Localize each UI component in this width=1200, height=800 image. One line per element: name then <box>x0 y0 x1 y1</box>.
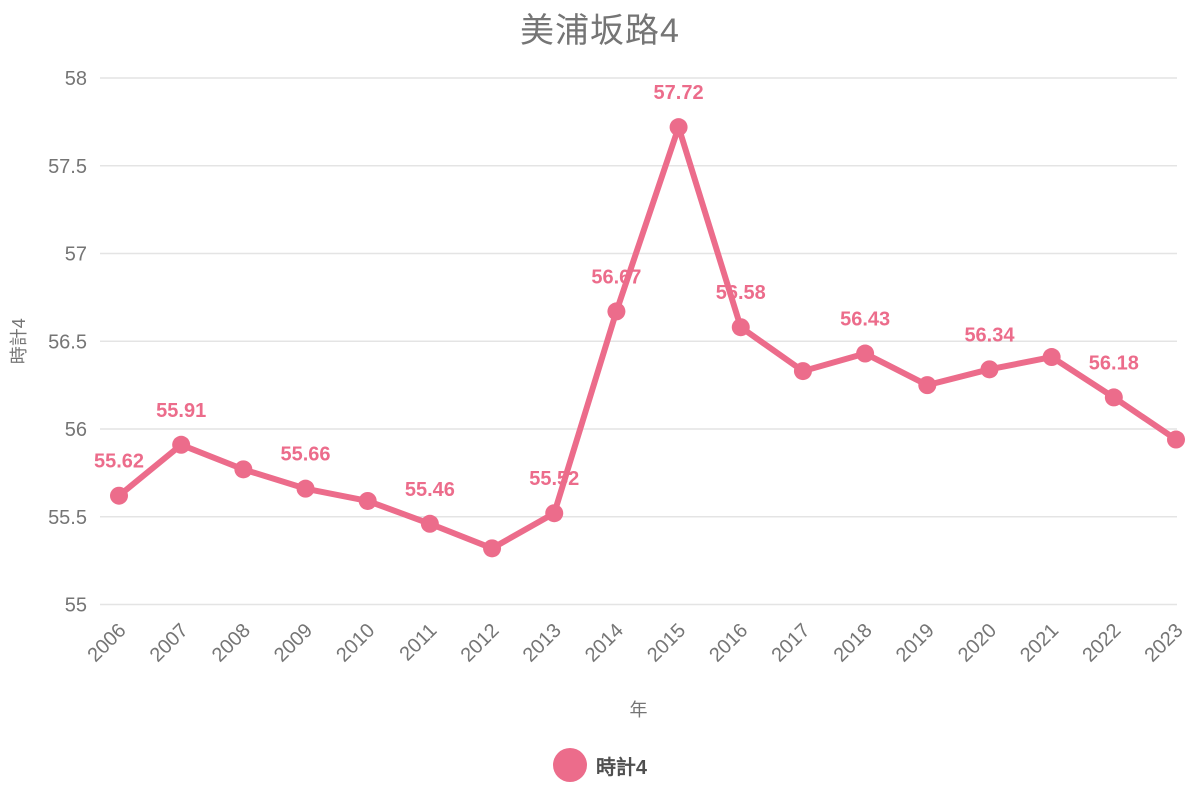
x-tick-label: 2010 <box>332 619 379 666</box>
data-point-2013[interactable] <box>545 504 564 523</box>
data-point-2009[interactable] <box>296 479 315 498</box>
legend-marker-circle <box>552 748 587 782</box>
legend-item[interactable]: 時計4 <box>0 748 1200 782</box>
y-tick-label: 55.5 <box>48 507 87 529</box>
data-point-2023[interactable] <box>1167 430 1185 449</box>
chart-title: 美浦坂路4 <box>520 12 680 50</box>
data-point-2014[interactable] <box>607 302 626 321</box>
y-tick-label: 56 <box>65 419 87 441</box>
x-tick-label: 2016 <box>705 619 752 666</box>
data-label-2011: 55.46 <box>405 479 455 501</box>
y-tick-label: 57 <box>65 244 87 266</box>
x-tick-label: 2009 <box>270 619 317 666</box>
x-tick-label: 2023 <box>1141 619 1188 666</box>
x-tick-label: 2020 <box>954 619 1001 666</box>
data-label-2015: 57.72 <box>654 82 704 104</box>
legend-label: 時計4 <box>595 756 648 779</box>
x-tick-label: 2022 <box>1078 619 1125 666</box>
y-axis-title: 時計4 <box>9 318 29 364</box>
data-label-2006: 55.62 <box>94 451 144 473</box>
data-label-2018: 56.43 <box>840 309 890 331</box>
x-tick-label: 2015 <box>643 619 690 666</box>
x-axis-title: 年 <box>630 700 648 720</box>
x-tick-label: 2012 <box>457 619 504 666</box>
data-point-2010[interactable] <box>358 491 377 510</box>
x-tick-label: 2013 <box>519 619 566 666</box>
x-tick-label: 2021 <box>1016 619 1063 666</box>
data-point-2022[interactable] <box>1104 388 1123 407</box>
data-point-2011[interactable] <box>420 514 439 533</box>
data-point-2016[interactable] <box>731 318 750 337</box>
data-label-2016: 56.58 <box>716 282 766 304</box>
x-tick-label: 2006 <box>84 619 131 666</box>
data-point-2007[interactable] <box>172 435 191 454</box>
data-label-2014: 56.67 <box>591 266 641 288</box>
data-label-2007: 55.91 <box>156 400 206 422</box>
data-point-2008[interactable] <box>234 460 253 479</box>
data-point-2015[interactable] <box>669 118 688 137</box>
y-tick-label: 57.5 <box>48 156 87 178</box>
data-point-2017[interactable] <box>793 362 812 381</box>
data-label-2013: 55.52 <box>529 468 579 490</box>
data-point-2006[interactable] <box>110 486 128 505</box>
x-tick-label: 2007 <box>146 619 193 666</box>
data-point-2019[interactable] <box>918 376 937 395</box>
x-tick-label: 2018 <box>830 619 877 666</box>
x-tick-label: 2017 <box>767 619 814 666</box>
y-tick-label: 58 <box>65 68 87 90</box>
data-label-2022: 56.18 <box>1089 352 1139 374</box>
x-tick-label: 2011 <box>395 619 441 665</box>
data-point-2021[interactable] <box>1042 348 1061 367</box>
x-tick-label: 2008 <box>208 619 255 666</box>
series-line <box>116 124 1179 552</box>
x-tick-label: 2019 <box>892 619 939 666</box>
y-tick-label: 56.5 <box>48 331 87 353</box>
data-point-2018[interactable] <box>856 344 875 363</box>
data-point-2020[interactable] <box>980 360 999 379</box>
data-label-2020: 56.34 <box>964 324 1015 346</box>
y-tick-label: 55 <box>65 595 87 617</box>
x-tick-label: 2014 <box>581 619 628 666</box>
data-point-2012[interactable] <box>483 539 502 558</box>
data-label-2009: 55.66 <box>280 444 330 466</box>
